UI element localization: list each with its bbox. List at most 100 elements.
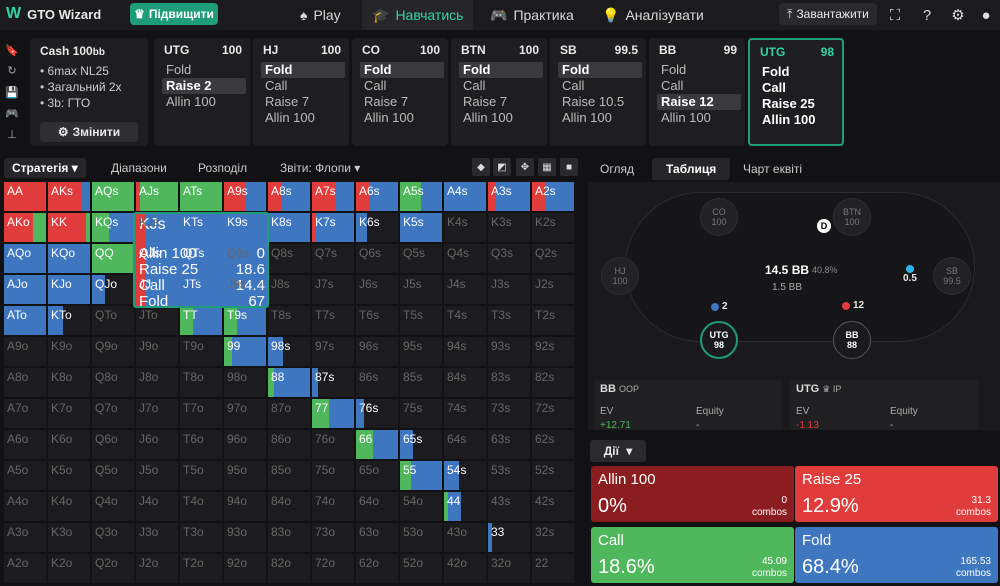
hand-cell[interactable]: K6o [48, 430, 90, 459]
hand-cell[interactable]: 93s [488, 337, 530, 366]
hand-cell[interactable]: 97o [224, 399, 266, 428]
hand-cell[interactable]: 92o [224, 554, 266, 583]
hand-cell[interactable]: A2s [532, 182, 574, 211]
hand-cell[interactable]: T6o [180, 430, 222, 459]
hand-cell[interactable]: 73s [488, 399, 530, 428]
hand-cell[interactable]: 98s [268, 337, 310, 366]
range-icon[interactable]: ⊥ [7, 128, 17, 141]
hand-cell[interactable]: K6s [356, 213, 398, 242]
tab-strategy[interactable]: Стратегія ▾ [4, 158, 86, 178]
hand-cell[interactable]: K8s [268, 213, 310, 242]
tab-reports[interactable]: Звіти: Флопи ▾ [280, 161, 361, 175]
logo[interactable]: W GTO Wizard [6, 5, 101, 23]
position-option[interactable]: Allin 100 [166, 94, 216, 109]
hand-cell[interactable]: 33 [488, 523, 530, 552]
hand-cell[interactable]: T9s [224, 306, 266, 335]
hand-cell[interactable]: 44 [444, 492, 486, 521]
change-button[interactable]: ⚙ Змінити [40, 122, 138, 142]
position-panel-co[interactable]: CO 100 Fold Call Raise 7 Allin 100 [352, 38, 448, 146]
hand-cell[interactable]: T4o [180, 492, 222, 521]
hand-cell[interactable]: Q3o [92, 523, 134, 552]
hand-cell[interactable]: 86o [268, 430, 310, 459]
hand-cell[interactable]: AQo [4, 244, 46, 273]
hand-cell[interactable]: 65s [400, 430, 442, 459]
hand-cell[interactable]: AJo [4, 275, 46, 304]
hand-cell[interactable]: 64o [356, 492, 398, 521]
hand-cell[interactable]: T2o [180, 554, 222, 583]
hand-cell[interactable]: 88 [268, 368, 310, 397]
hand-cell[interactable]: T7o [180, 399, 222, 428]
position-option[interactable]: Call [364, 78, 387, 93]
hand-cell[interactable]: 76s [356, 399, 398, 428]
hand-cell[interactable]: J2o [136, 554, 178, 583]
hand-cell[interactable]: A9s [224, 182, 266, 211]
hand-cell[interactable]: 62o [356, 554, 398, 583]
hand-cell[interactable]: QQ [92, 244, 134, 273]
gamepad-icon[interactable]: 🎮 [5, 107, 19, 120]
hand-cell[interactable]: K2o [48, 554, 90, 583]
hand-cell[interactable]: QTo [92, 306, 134, 335]
hand-cell[interactable]: 98o [224, 368, 266, 397]
refresh-icon[interactable]: ↻ [7, 64, 17, 77]
hand-cell[interactable]: 92s [532, 337, 574, 366]
hand-cell[interactable]: KTo [48, 306, 90, 335]
hand-cell[interactable]: 96o [224, 430, 266, 459]
hand-cell[interactable]: Q9o [92, 337, 134, 366]
hand-cell[interactable]: J6s [356, 275, 398, 304]
hand-cell[interactable]: T7s [312, 306, 354, 335]
position-option[interactable]: Call [562, 78, 585, 93]
hand-cell[interactable]: Q8s [268, 244, 310, 273]
hand-cell[interactable]: 84s [444, 368, 486, 397]
bookmark-icon[interactable]: 🔖 [5, 44, 19, 57]
hand-cell[interactable]: 54s [444, 461, 486, 490]
hand-cell[interactable]: J6o [136, 430, 178, 459]
seat-sb[interactable]: SB 99.5 [933, 257, 971, 295]
hand-cell[interactable]: Q2o [92, 554, 134, 583]
hand-cell[interactable]: J7o [136, 399, 178, 428]
hand-cell[interactable]: J4s [444, 275, 486, 304]
hand-cell[interactable]: 87s [312, 368, 354, 397]
hand-cell[interactable]: T5o [180, 461, 222, 490]
nav-play[interactable]: ♠ Play [290, 0, 351, 30]
hand-cell[interactable]: 42s [532, 492, 574, 521]
view-split-icon[interactable]: ◩ [493, 158, 511, 176]
hand-cell[interactable]: A5o [4, 461, 46, 490]
hand-cell[interactable]: Q7o [92, 399, 134, 428]
hand-cell[interactable]: A3o [4, 523, 46, 552]
hand-cell[interactable]: Q5o [92, 461, 134, 490]
action-call[interactable]: Call 18.6% 45.09 combos [591, 527, 794, 583]
tab-overview[interactable]: Огляд [600, 162, 634, 176]
action-fold[interactable]: Fold 68.4% 165.53 combos [795, 527, 998, 583]
hand-cell[interactable]: T4s [444, 306, 486, 335]
hand-cell[interactable]: 65o [356, 461, 398, 490]
position-option[interactable]: Call [762, 80, 786, 95]
gear-icon[interactable]: ⚙ [951, 7, 965, 24]
position-option[interactable]: Raise 7 [265, 94, 310, 109]
hand-cell[interactable]: 55 [400, 461, 442, 490]
hand-cell[interactable]: AA [4, 182, 46, 211]
hand-cell[interactable]: 95o [224, 461, 266, 490]
hand-cell[interactable]: K3s [488, 213, 530, 242]
hand-cell[interactable]: K3o [48, 523, 90, 552]
hand-cell[interactable]: 76o [312, 430, 354, 459]
hand-cell[interactable]: 75s [400, 399, 442, 428]
action-raise[interactable]: Raise 25 12.9% 31.3 combos [795, 466, 998, 522]
hand-cell[interactable]: A7o [4, 399, 46, 428]
hand-cell[interactable]: J4o [136, 492, 178, 521]
hand-cell[interactable]: K5o [48, 461, 90, 490]
hand-cell[interactable]: 53s [488, 461, 530, 490]
hand-cell[interactable]: 43o [444, 523, 486, 552]
hand-cell[interactable]: A8s [268, 182, 310, 211]
hand-cell[interactable]: ATs [180, 182, 222, 211]
nav-practice[interactable]: 🎮 Практика [480, 0, 584, 30]
hand-cell[interactable]: 54o [400, 492, 442, 521]
position-option[interactable]: Raise 12 [657, 94, 741, 110]
hand-cell[interactable]: 66 [356, 430, 398, 459]
hand-cell[interactable]: AKs [48, 182, 90, 211]
hand-cell[interactable]: KJo [48, 275, 90, 304]
position-option[interactable]: Raise 25 [762, 96, 815, 111]
hand-cell[interactable]: KK [48, 213, 90, 242]
position-panel-utg[interactable]: UTG 100 Fold Raise 2 Allin 100 [154, 38, 250, 146]
tab-distribution[interactable]: Розподіл [198, 161, 248, 175]
position-option[interactable]: Allin 100 [762, 112, 816, 127]
